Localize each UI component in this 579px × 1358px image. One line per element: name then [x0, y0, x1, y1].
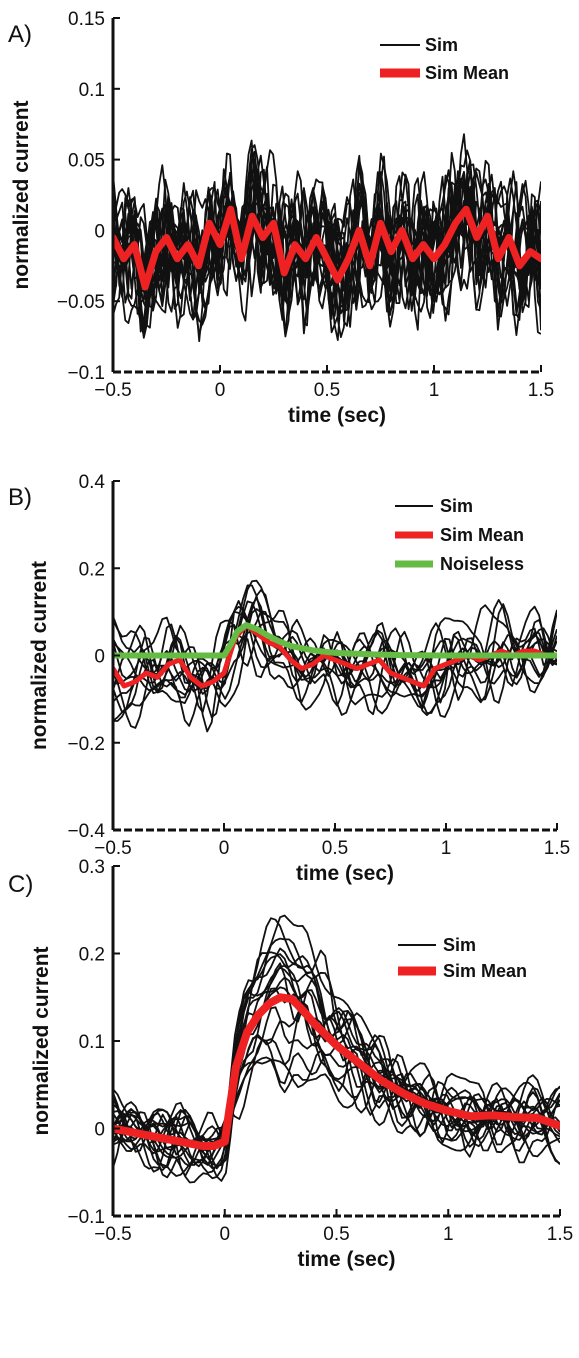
x-tick-label: −0.5: [94, 1224, 132, 1245]
x-tick-label: 0.5: [323, 1224, 349, 1245]
y-tick-label: 0: [94, 1120, 105, 1141]
sim-trace: [113, 154, 541, 327]
y-tick-label: −0.2: [67, 734, 105, 755]
sim-traces: [113, 914, 560, 1184]
legend-label: Sim: [443, 935, 476, 955]
y-tick-label: 0.4: [79, 472, 106, 493]
sim-trace: [113, 917, 560, 1171]
sim-trace: [113, 155, 541, 328]
y-tick-label: 0.1: [79, 1032, 105, 1053]
y-axis-label: normalized current: [28, 561, 51, 750]
x-tick-label: 1.5: [528, 380, 554, 401]
sim-trace: [113, 600, 557, 729]
sim-trace: [113, 962, 560, 1169]
series-line-sim-mean: [113, 205, 541, 291]
sim-trace: [113, 1006, 560, 1166]
series-line-noiseless: [113, 622, 557, 659]
x-axis-label: time (sec): [297, 1248, 395, 1271]
x-axis-label: time (sec): [288, 404, 386, 427]
x-tick-label: 0: [215, 380, 226, 401]
y-tick-label: −0.4: [67, 821, 105, 842]
sim-trace: [113, 149, 541, 337]
x-tick-label: 1.5: [547, 1224, 573, 1245]
y-axis-label: normalized current: [10, 100, 33, 289]
legend-label: Sim: [440, 496, 473, 516]
x-axis-label: time (sec): [296, 862, 394, 885]
x-tick-label: 0.5: [322, 838, 348, 859]
y-tick-label: 0.3: [79, 857, 105, 878]
x-tick-label: 0: [219, 1224, 230, 1245]
y-tick-label: 0: [94, 647, 105, 668]
panel-label: C): [8, 871, 33, 898]
x-tick-label: 1.5: [544, 838, 570, 859]
panel-label: B): [8, 484, 32, 511]
y-tick-label: −0.1: [67, 363, 105, 384]
y-tick-label: 0.2: [79, 559, 105, 580]
x-tick-label: 1: [443, 1224, 454, 1245]
chart-panel-1: −0.5 0 0.5 1 1.5 −0.1 −0.05 0 0.05 0.1 0.15 time (s…: [8, 9, 554, 427]
y-tick-label: 0.1: [79, 80, 105, 101]
y-tick-label: 0: [94, 221, 105, 242]
y-tick-label: 0.05: [68, 151, 105, 172]
legend-label: Sim Mean: [425, 63, 509, 83]
y-tick-label: 0.2: [79, 945, 105, 966]
y-tick-label: −0.05: [57, 292, 105, 313]
x-tick-label: 1: [441, 838, 452, 859]
y-tick-label: 0.15: [68, 9, 105, 30]
legend-label: Sim Mean: [443, 961, 527, 981]
x-tick-label: −0.5: [94, 838, 132, 859]
series-line-sim-mean: [113, 993, 560, 1150]
sim-trace: [113, 1001, 560, 1177]
y-axis-label: normalized current: [30, 946, 53, 1135]
x-tick-label: 0.5: [314, 380, 340, 401]
chart-panel-2: −0.5 0 0.5 1 1.5 −0.4 −0.2 0 0.2 0.4 time (sec) nor…: [8, 472, 570, 885]
y-tick-label: −0.1: [67, 1207, 105, 1228]
chart-panel-3: −0.5 0 0.5 1 1.5 −0.1 0 0.1 0.2 0.3 time (sec) norm…: [8, 857, 573, 1271]
legend-label: Sim Mean: [440, 525, 524, 545]
legend-label: Noiseless: [440, 554, 524, 574]
x-tick-label: 0: [219, 838, 230, 859]
x-tick-label: 1: [429, 380, 440, 401]
sim-trace: [113, 603, 557, 711]
legend-label: Sim: [425, 35, 458, 55]
sim-trace: [113, 152, 541, 337]
x-tick-label: −0.5: [94, 380, 132, 401]
panel-label: A): [8, 21, 32, 48]
sim-trace: [113, 976, 560, 1158]
